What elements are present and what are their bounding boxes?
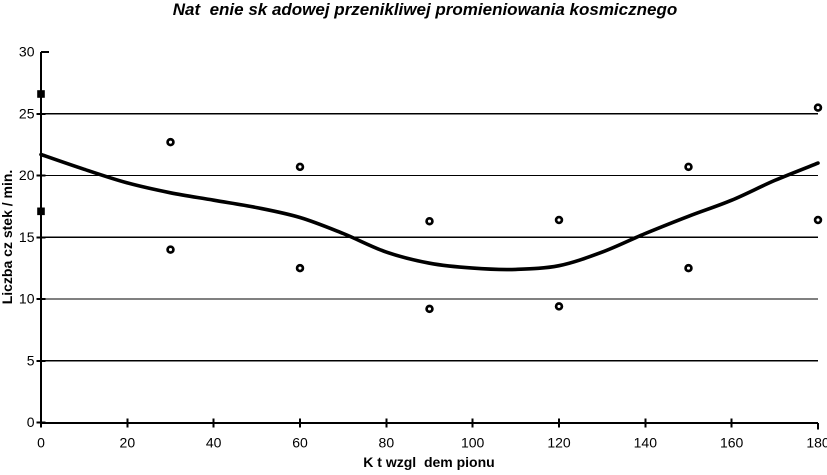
x-tick-label: 20: [120, 435, 136, 451]
trend-line-layer: [39, 152, 820, 272]
x-tick-label: 180: [806, 435, 827, 451]
y-tick-label: 5: [27, 352, 35, 368]
y-tick-label: 30: [19, 44, 35, 60]
data-point-donut-marker: [425, 304, 434, 314]
x-axis-title: K t wzgl dem pionu: [363, 454, 494, 470]
x-tick-label: 100: [461, 435, 485, 451]
y-tick-label: 10: [19, 291, 35, 307]
y-axis-title: Liczba cz stek / min.: [0, 170, 15, 305]
data-point-donut-marker: [684, 263, 693, 273]
data-point-donut-marker: [813, 215, 823, 225]
y-tick-labels: 0 5 10 15 20 25 30: [19, 44, 35, 431]
gridlines: [41, 113, 818, 362]
x-tick-label: 60: [292, 435, 308, 451]
data-points: [37, 90, 823, 314]
x-tick-label: 120: [547, 435, 571, 451]
tick-marks: [36, 51, 819, 430]
data-point-donut-marker: [166, 245, 175, 254]
data-point-donut-marker: [554, 215, 564, 225]
y-tick-label: 20: [19, 167, 35, 183]
data-point-donut-marker: [425, 216, 434, 226]
data-point-donut-marker: [684, 162, 693, 172]
chart-title: Nat enie sk adowej przenikliwej promieni…: [173, 0, 677, 19]
data-point-donut-marker: [166, 137, 175, 147]
data-point-square-marker: [37, 90, 45, 98]
axes: [40, 52, 818, 424]
x-tick-label: 160: [720, 435, 744, 451]
trend-line: [39, 152, 820, 272]
x-tick-label: 40: [206, 435, 222, 451]
y-tick-label: 25: [19, 105, 35, 121]
data-point-square-marker: [37, 207, 45, 216]
y-tick-label: 0: [27, 414, 35, 430]
x-tick-labels: 0 20 40 60 80 100 120 140 160 180: [37, 435, 827, 451]
x-tick-label: 80: [379, 435, 395, 451]
y-tick-label: 15: [19, 229, 35, 245]
data-point-donut-marker: [554, 302, 564, 311]
data-point-donut-marker: [813, 103, 823, 112]
data-point-donut-marker: [295, 263, 305, 273]
data-point-donut-marker: [295, 162, 305, 172]
x-tick-label: 0: [37, 435, 45, 451]
x-tick-label: 140: [634, 435, 658, 451]
